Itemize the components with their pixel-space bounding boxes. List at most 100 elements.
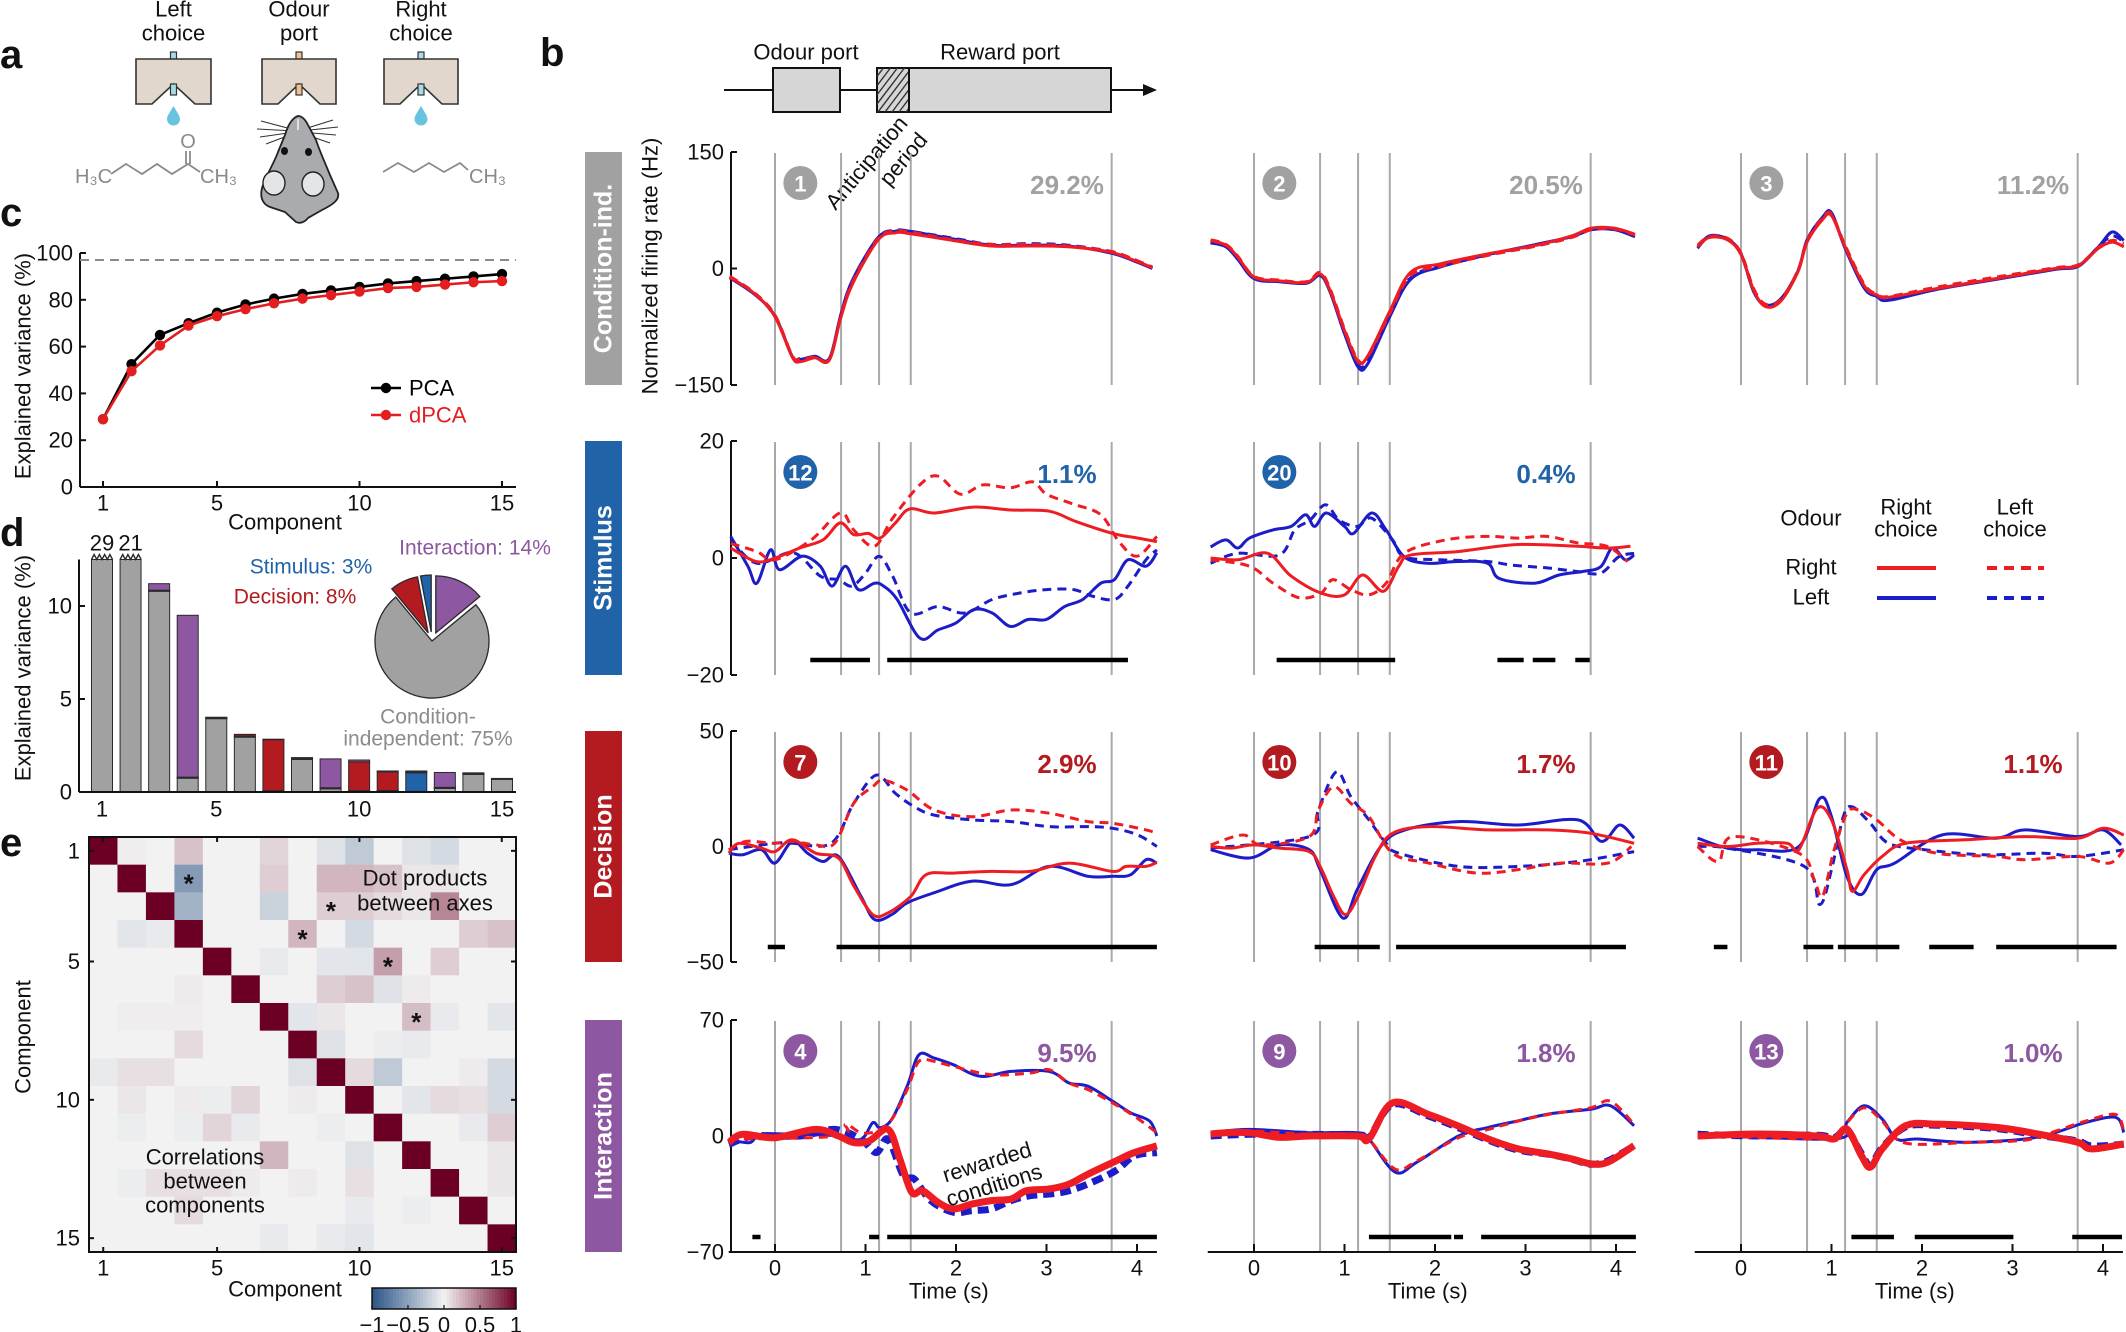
component-badge	[1749, 1034, 1784, 1068]
significance-asterisk: *	[383, 952, 394, 982]
colorbar-tick-label: −1	[359, 1313, 384, 1332]
heatmap-cell	[402, 1030, 432, 1059]
trace-odour-left-choice-right	[728, 1051, 1159, 1145]
heatmap-cell	[402, 837, 432, 866]
x-tick-label: 10	[347, 491, 371, 516]
y-tick-label: 20	[700, 429, 724, 454]
mouse-eye-icon	[281, 147, 288, 155]
heatmap-cell	[373, 1224, 403, 1253]
trace-odour-left-choice-left	[1210, 503, 1635, 576]
explained-variance-label: 1.7%	[1516, 749, 1575, 779]
bar-segment-interaction	[319, 758, 342, 789]
x-tick-label: 4	[2097, 1256, 2109, 1281]
heatmap-frame	[88, 836, 517, 1253]
heatmap-cell	[117, 947, 147, 976]
x-tick-label: 3	[1040, 1256, 1052, 1281]
colorbar-segment	[402, 1288, 406, 1309]
bar-segment-interaction	[490, 777, 513, 780]
right-choice-port: Right choice	[383, 0, 459, 126]
carbon-chain-icon	[110, 162, 201, 176]
colorbar-segment	[417, 1288, 421, 1309]
bar-segment-condition	[290, 758, 313, 793]
data-point-dpca	[468, 277, 479, 288]
port-label-line1: Odour	[268, 0, 329, 22]
hatch-line	[877, 70, 910, 113]
x-tick-label: 5	[211, 1256, 223, 1281]
heatmap-cell	[487, 1196, 517, 1225]
heatmap-cell	[487, 1003, 517, 1032]
colorbar-segment	[423, 1288, 427, 1309]
heatmap-cell	[459, 1113, 489, 1142]
significance-asterisk: *	[297, 924, 308, 954]
y-axis-label-firing-rate: Normalized firing rate (Hz)	[638, 138, 663, 395]
bar-segment-condition	[176, 777, 199, 793]
pie-label-condition: independent: 75%	[343, 728, 512, 751]
trace-odour-right-choice-left	[728, 229, 1153, 364]
colorbar-segment	[450, 1288, 454, 1309]
heatmap-cell	[402, 1058, 432, 1087]
heatmap-cell	[373, 1003, 403, 1032]
port-label-line2: port	[280, 21, 318, 46]
y-axis-label: Component	[11, 980, 36, 1094]
heatmap-cell	[459, 975, 489, 1004]
trace-odour-left-choice-left	[728, 773, 1158, 852]
heatmap-cell	[231, 864, 261, 893]
hatch-line	[891, 89, 910, 113]
heatmap-cell	[174, 1141, 204, 1170]
heatmap-cell	[373, 1030, 403, 1059]
heatmap-cell	[174, 1224, 204, 1253]
pie-slice-interaction	[435, 575, 481, 635]
mouse-ear-icon	[262, 170, 286, 196]
heatmap-cell-diagonal	[459, 1196, 489, 1225]
x-tick-label: 3	[1519, 1256, 1531, 1281]
trace-odour-right-choice-right	[1210, 542, 1631, 598]
row-label-box-interaction	[585, 1020, 622, 1252]
subplot-component-10: 10 1.7%	[1210, 732, 1636, 962]
heatmap-cell	[288, 1113, 318, 1142]
odour-port-label: Odour port	[753, 40, 858, 65]
y-tick-label: 0	[712, 1124, 724, 1149]
colorbar-tick-label: −0.5	[386, 1313, 429, 1332]
explained-variance-label: 20.5%	[1509, 170, 1583, 200]
left-choice-port: Left choice	[135, 0, 212, 126]
port-block-icon	[383, 58, 459, 105]
component-badge	[783, 455, 818, 489]
x-tick-label: 1	[859, 1256, 871, 1281]
legend-column-left-choice: choice	[1983, 517, 2047, 542]
heatmap-cell	[202, 1113, 232, 1142]
heatmap-cell	[459, 947, 489, 976]
heatmap-cell	[89, 1169, 119, 1198]
heatmap-cell	[145, 864, 175, 893]
colorbar-segment	[489, 1288, 493, 1309]
subplot-component-2: 2 20.5%	[1210, 153, 1636, 385]
heatmap-cell	[487, 892, 517, 921]
colorbar-segment	[495, 1288, 499, 1309]
pie-label-decision: Decision: 8%	[234, 586, 357, 609]
heatmap-cell	[117, 1003, 147, 1032]
subplot-component-4: 4 9.5%	[726, 1021, 1159, 1252]
explained-variance-label: 0.4%	[1516, 459, 1575, 489]
heatmap-cell	[202, 920, 232, 949]
heatmap-cell	[202, 1086, 232, 1115]
heatmap-cell	[345, 1030, 375, 1059]
heatmap-cell	[430, 1113, 460, 1142]
hatch-line	[876, 67, 891, 87]
component-number: 7	[794, 751, 806, 776]
heatmap-cell	[316, 1169, 346, 1198]
bar-segment-interaction	[262, 738, 285, 741]
panel-label-b: b	[540, 31, 564, 75]
heatmap-cell	[316, 1003, 346, 1032]
colorbar-segment	[432, 1288, 436, 1309]
heatmap-cell	[430, 1030, 460, 1059]
trace-odour-right-choice-left	[1210, 534, 1629, 600]
heatmap-cell	[145, 1058, 175, 1087]
panel-d-pie: Interaction: 14% Condition-independent: 7…	[234, 537, 551, 751]
colorbar-segment	[462, 1288, 466, 1309]
reward-port-label: Reward port	[940, 40, 1060, 65]
trace-odour-right-choice-left	[1696, 210, 2125, 307]
colorbar-segment	[435, 1288, 439, 1309]
heatmap-cell-diagonal	[231, 975, 261, 1004]
trace-odour-right-choice-right	[727, 838, 1158, 919]
port-label-line2: choice	[142, 21, 206, 46]
